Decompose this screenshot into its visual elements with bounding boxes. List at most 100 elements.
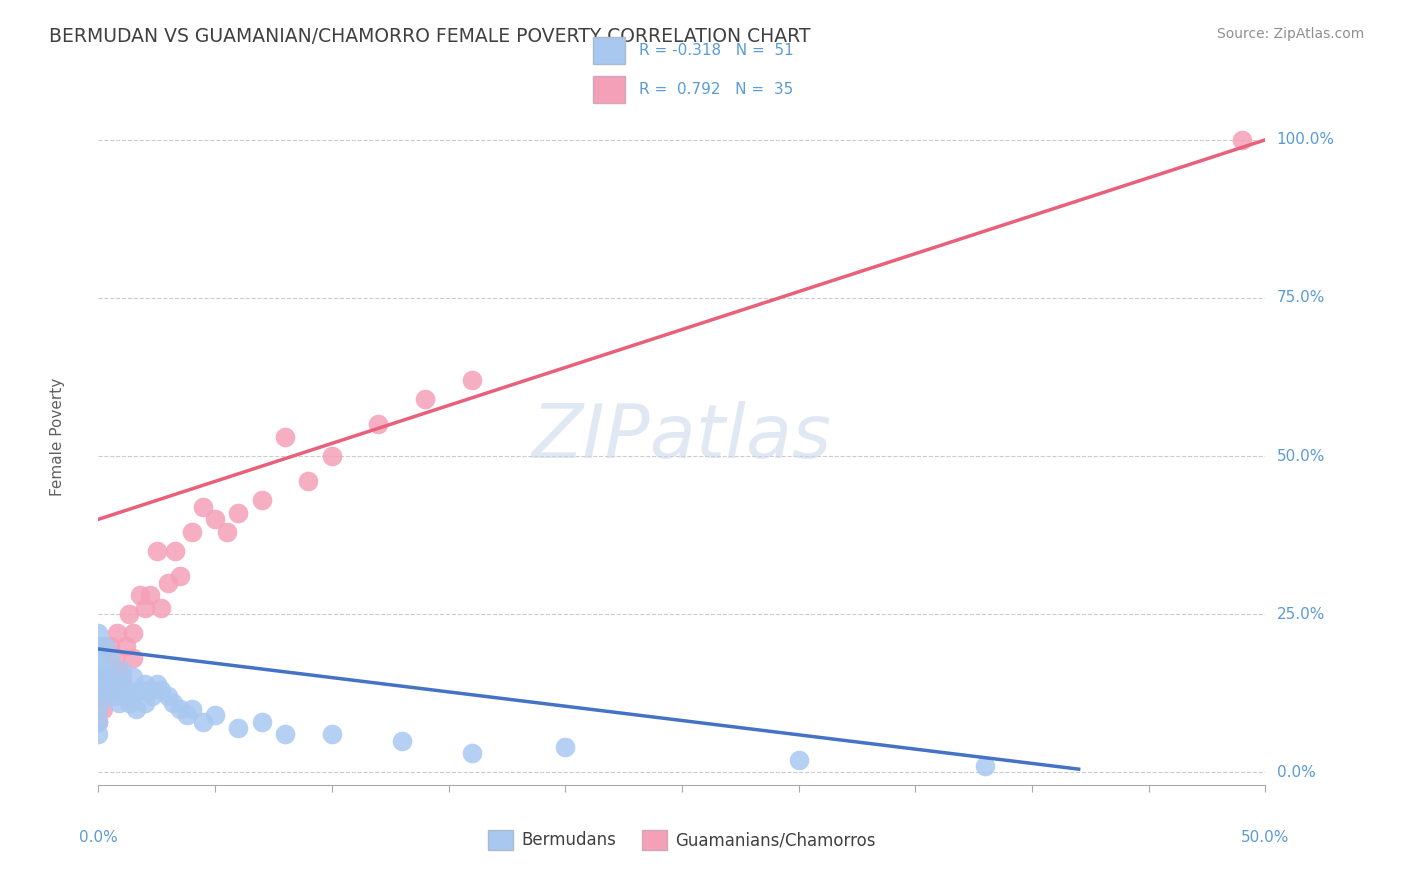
Text: 25.0%: 25.0% xyxy=(1277,607,1324,622)
Point xyxy=(554,739,576,754)
Point xyxy=(87,702,110,716)
Point xyxy=(115,683,138,698)
Point xyxy=(101,683,124,698)
Point xyxy=(150,683,173,698)
Point xyxy=(111,664,134,678)
Point xyxy=(165,544,187,558)
Point xyxy=(91,664,114,678)
Point xyxy=(157,690,180,704)
Point xyxy=(129,588,152,602)
Point xyxy=(391,733,413,747)
Point xyxy=(111,677,134,691)
Text: 0.0%: 0.0% xyxy=(1277,764,1315,780)
Point xyxy=(141,690,163,704)
Point xyxy=(176,708,198,723)
Text: BERMUDAN VS GUAMANIAN/CHAMORRO FEMALE POVERTY CORRELATION CHART: BERMUDAN VS GUAMANIAN/CHAMORRO FEMALE PO… xyxy=(49,27,811,45)
Point xyxy=(146,677,169,691)
Point xyxy=(461,747,484,761)
Point xyxy=(87,714,110,729)
Point xyxy=(118,696,141,710)
Bar xyxy=(593,37,624,64)
Point xyxy=(139,588,162,602)
Text: 0.0%: 0.0% xyxy=(79,830,118,846)
Point xyxy=(108,696,131,710)
Point xyxy=(112,690,135,704)
Point xyxy=(180,702,202,716)
Point xyxy=(94,639,117,653)
Point xyxy=(134,696,156,710)
Point xyxy=(108,664,131,678)
Point xyxy=(98,651,121,665)
Point xyxy=(146,544,169,558)
Point xyxy=(250,714,273,729)
Point xyxy=(1230,133,1253,147)
Text: Female Poverty: Female Poverty xyxy=(51,378,65,496)
Point xyxy=(98,683,121,698)
Point xyxy=(787,753,810,767)
Point xyxy=(215,524,238,539)
Point xyxy=(193,500,215,514)
Text: 100.0%: 100.0% xyxy=(1277,132,1334,147)
Point xyxy=(134,600,156,615)
Point xyxy=(122,670,145,684)
Point xyxy=(104,690,127,704)
Point xyxy=(193,714,215,729)
Text: 50.0%: 50.0% xyxy=(1277,449,1324,464)
Point xyxy=(250,493,273,508)
Point xyxy=(204,512,226,526)
Point xyxy=(105,677,128,691)
Point xyxy=(321,727,343,741)
Point xyxy=(87,639,110,653)
Point xyxy=(297,475,319,489)
Point xyxy=(87,626,110,640)
Text: R =  0.792   N =  35: R = 0.792 N = 35 xyxy=(638,82,793,97)
Point xyxy=(94,670,117,684)
Point xyxy=(413,392,436,406)
Point xyxy=(274,430,297,444)
Point xyxy=(228,721,250,735)
Point xyxy=(91,702,114,716)
Point xyxy=(367,417,389,432)
Point xyxy=(125,702,148,716)
Point xyxy=(974,759,997,773)
Legend: Bermudans, Guamanians/Chamorros: Bermudans, Guamanians/Chamorros xyxy=(482,823,882,856)
Text: R = -0.318   N =  51: R = -0.318 N = 51 xyxy=(638,43,793,58)
Point xyxy=(162,696,184,710)
Point xyxy=(87,657,110,672)
Text: 75.0%: 75.0% xyxy=(1277,291,1324,305)
Point xyxy=(97,690,120,704)
Bar xyxy=(593,76,624,103)
Point xyxy=(150,600,173,615)
Point xyxy=(118,607,141,622)
Point xyxy=(87,714,110,729)
Point xyxy=(87,690,110,704)
Point xyxy=(321,449,343,463)
Point xyxy=(87,683,110,698)
Point xyxy=(87,677,110,691)
Point xyxy=(169,702,191,716)
Point xyxy=(91,683,114,698)
Text: 50.0%: 50.0% xyxy=(1241,830,1289,846)
Point xyxy=(98,639,121,653)
Point xyxy=(111,670,134,684)
Point xyxy=(129,683,152,698)
Point xyxy=(228,506,250,520)
Point xyxy=(134,677,156,691)
Point xyxy=(157,575,180,590)
Text: ZIPatlas: ZIPatlas xyxy=(531,401,832,473)
Point xyxy=(105,626,128,640)
Point xyxy=(104,651,127,665)
Point xyxy=(204,708,226,723)
Text: Source: ZipAtlas.com: Source: ZipAtlas.com xyxy=(1216,27,1364,41)
Point xyxy=(87,727,110,741)
Point xyxy=(180,524,202,539)
Point xyxy=(122,651,145,665)
Point xyxy=(169,569,191,583)
Point xyxy=(274,727,297,741)
Point xyxy=(87,651,110,665)
Point xyxy=(115,639,138,653)
Point xyxy=(98,670,121,684)
Point xyxy=(139,683,162,698)
Point xyxy=(122,626,145,640)
Point xyxy=(87,670,110,684)
